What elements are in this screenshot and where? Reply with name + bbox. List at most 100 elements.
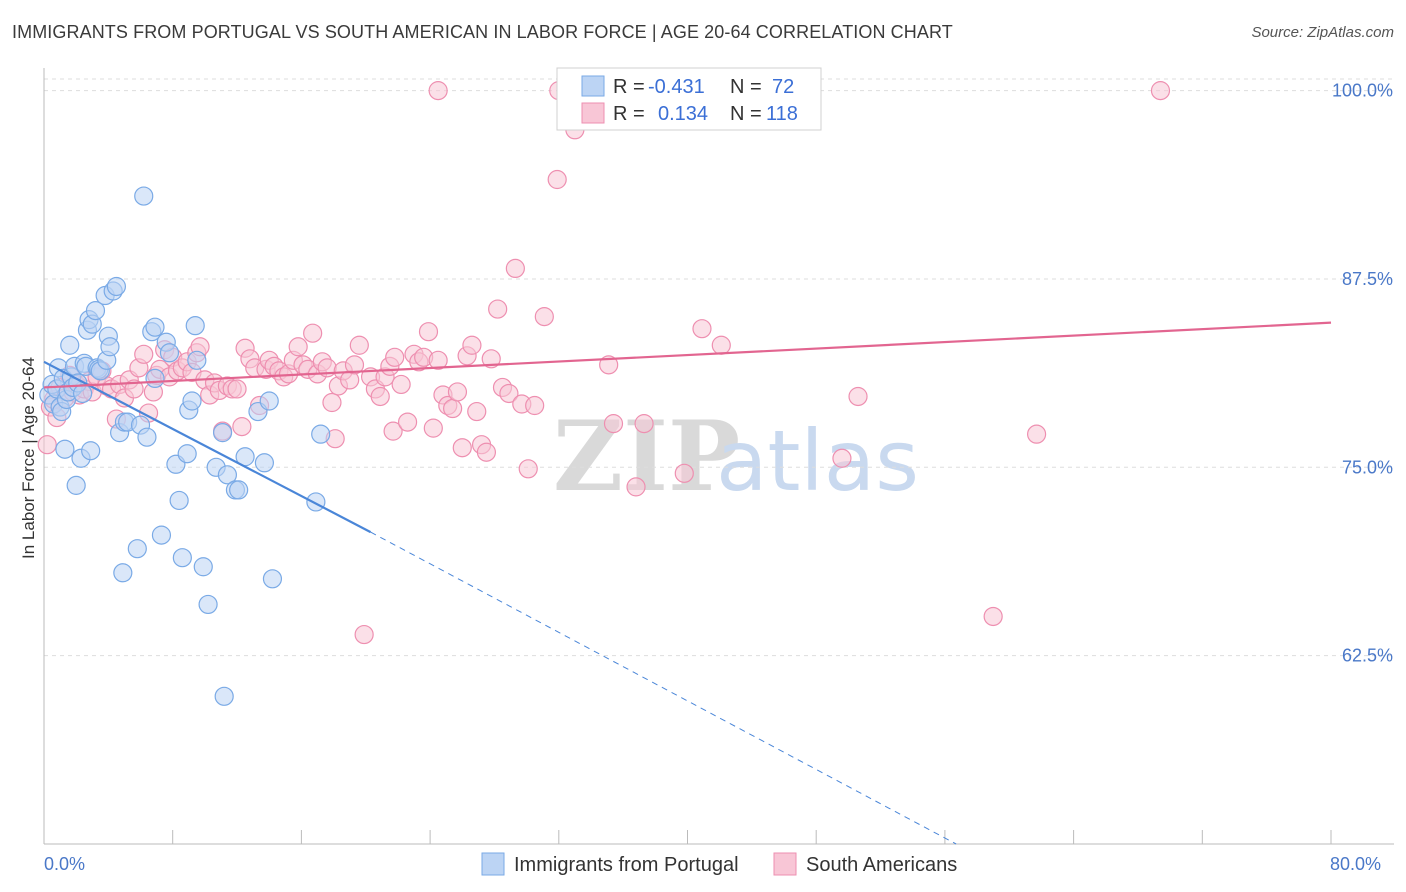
point-south-americans — [344, 355, 365, 375]
y-tick-label: 87.5% — [1342, 269, 1393, 289]
point-south-americans — [303, 323, 323, 343]
point-portugal — [229, 480, 249, 500]
point-south-americans — [626, 477, 646, 497]
point-south-americans — [124, 379, 144, 399]
point-south-americans — [1150, 81, 1171, 101]
point-portugal — [187, 350, 207, 370]
y-tick-label: 62.5% — [1342, 646, 1393, 666]
point-south-americans — [443, 398, 463, 419]
point-south-americans — [37, 435, 57, 455]
bottom-legend-swatch-south-americans — [773, 852, 797, 876]
point-south-americans — [488, 299, 508, 319]
point-south-americans — [462, 335, 482, 355]
point-portugal — [106, 276, 126, 297]
point-portugal — [60, 335, 80, 355]
point-portugal — [306, 492, 326, 512]
point-portugal — [159, 343, 180, 363]
point-south-americans — [288, 337, 308, 357]
point-portugal — [254, 453, 274, 473]
point-south-americans — [227, 379, 247, 399]
point-portugal — [214, 686, 234, 706]
point-south-americans — [711, 335, 731, 355]
bottom-legend-label-portugal: Immigrants from Portugal — [514, 854, 739, 876]
point-portugal — [137, 427, 157, 447]
y-tick-label: 75.0% — [1342, 457, 1393, 477]
point-portugal — [100, 337, 120, 357]
chart-title: IMMIGRANTS FROM PORTUGAL VS SOUTH AMERIC… — [12, 22, 953, 42]
point-portugal — [145, 368, 165, 388]
point-portugal — [85, 300, 106, 321]
point-south-americans — [505, 258, 525, 279]
bottom-legend-label-south-americans: South Americans — [806, 854, 957, 876]
point-portugal — [66, 475, 86, 495]
point-portugal — [145, 317, 165, 337]
point-portugal — [55, 439, 75, 459]
point-portugal — [151, 525, 172, 545]
point-portugal — [81, 441, 101, 461]
point-portugal — [134, 186, 154, 206]
point-portugal — [113, 563, 133, 583]
point-south-americans — [674, 463, 694, 483]
point-south-americans — [452, 438, 472, 458]
point-south-americans — [848, 386, 868, 407]
point-south-americans — [349, 335, 369, 355]
point-south-americans — [547, 169, 567, 190]
point-south-americans — [832, 448, 852, 468]
trend-line-portugal-extension — [370, 531, 957, 845]
point-south-americans — [423, 418, 443, 438]
chart-source: Source: ZipAtlas.com — [1251, 24, 1394, 41]
point-portugal — [259, 391, 279, 411]
point-portugal — [198, 594, 218, 615]
legend-r-value-south-americans: 0.134 — [658, 103, 708, 125]
x-tick-label: 80.0% — [1330, 854, 1381, 874]
point-south-americans — [1026, 424, 1047, 444]
point-south-americans — [418, 322, 439, 342]
point-south-americans — [692, 319, 712, 339]
trend-line-portugal — [43, 360, 372, 534]
legend-n-label-south-americans: N = — [730, 103, 762, 125]
point-south-americans — [447, 382, 468, 402]
point-south-americans — [391, 374, 411, 395]
point-portugal — [217, 465, 237, 485]
point-south-americans — [518, 459, 538, 479]
point-south-americans — [481, 349, 501, 369]
point-south-americans — [467, 401, 487, 422]
legend-n-value-portugal: 72 — [772, 76, 794, 98]
point-south-americans — [603, 414, 624, 434]
axes: 0.0% 80.0% — [43, 68, 1394, 874]
x-tick-label: 0.0% — [44, 854, 85, 874]
point-south-americans — [983, 606, 1003, 627]
legend-n-value-south-americans: 118 — [766, 103, 798, 125]
watermark-atlas: atlas — [716, 412, 919, 510]
legend-n-label-portugal: N = — [730, 76, 762, 98]
point-portugal — [169, 490, 189, 511]
point-portugal — [177, 444, 197, 464]
point-portugal — [193, 557, 213, 577]
point-south-americans — [322, 392, 342, 413]
point-south-americans — [383, 421, 403, 441]
trend-lines — [43, 321, 1332, 845]
point-portugal — [127, 539, 147, 559]
point-portugal — [172, 548, 192, 568]
point-south-americans — [370, 386, 390, 407]
point-south-americans — [634, 414, 654, 434]
y-axis-label: In Labor Force | Age 20-64 — [19, 357, 38, 559]
point-portugal — [212, 423, 233, 443]
points-layer — [37, 81, 1171, 706]
legend-box: R = -0.431 N = 72 R = 0.134 N = 118 — [556, 67, 822, 131]
point-portugal — [262, 569, 283, 589]
point-south-americans — [134, 344, 154, 364]
point-south-americans — [385, 347, 405, 367]
legend-r-label-south-americans: R = — [613, 103, 645, 125]
point-south-americans — [232, 417, 252, 437]
point-portugal — [311, 424, 331, 444]
point-south-americans — [534, 307, 554, 327]
legend-r-value-portugal: -0.431 — [648, 76, 705, 98]
legend-swatch-portugal — [581, 75, 605, 97]
point-portugal — [185, 316, 205, 336]
point-portugal — [182, 391, 202, 411]
bottom-legend-swatch-portugal — [481, 852, 505, 876]
point-south-americans — [499, 383, 519, 404]
point-south-americans — [354, 624, 374, 645]
